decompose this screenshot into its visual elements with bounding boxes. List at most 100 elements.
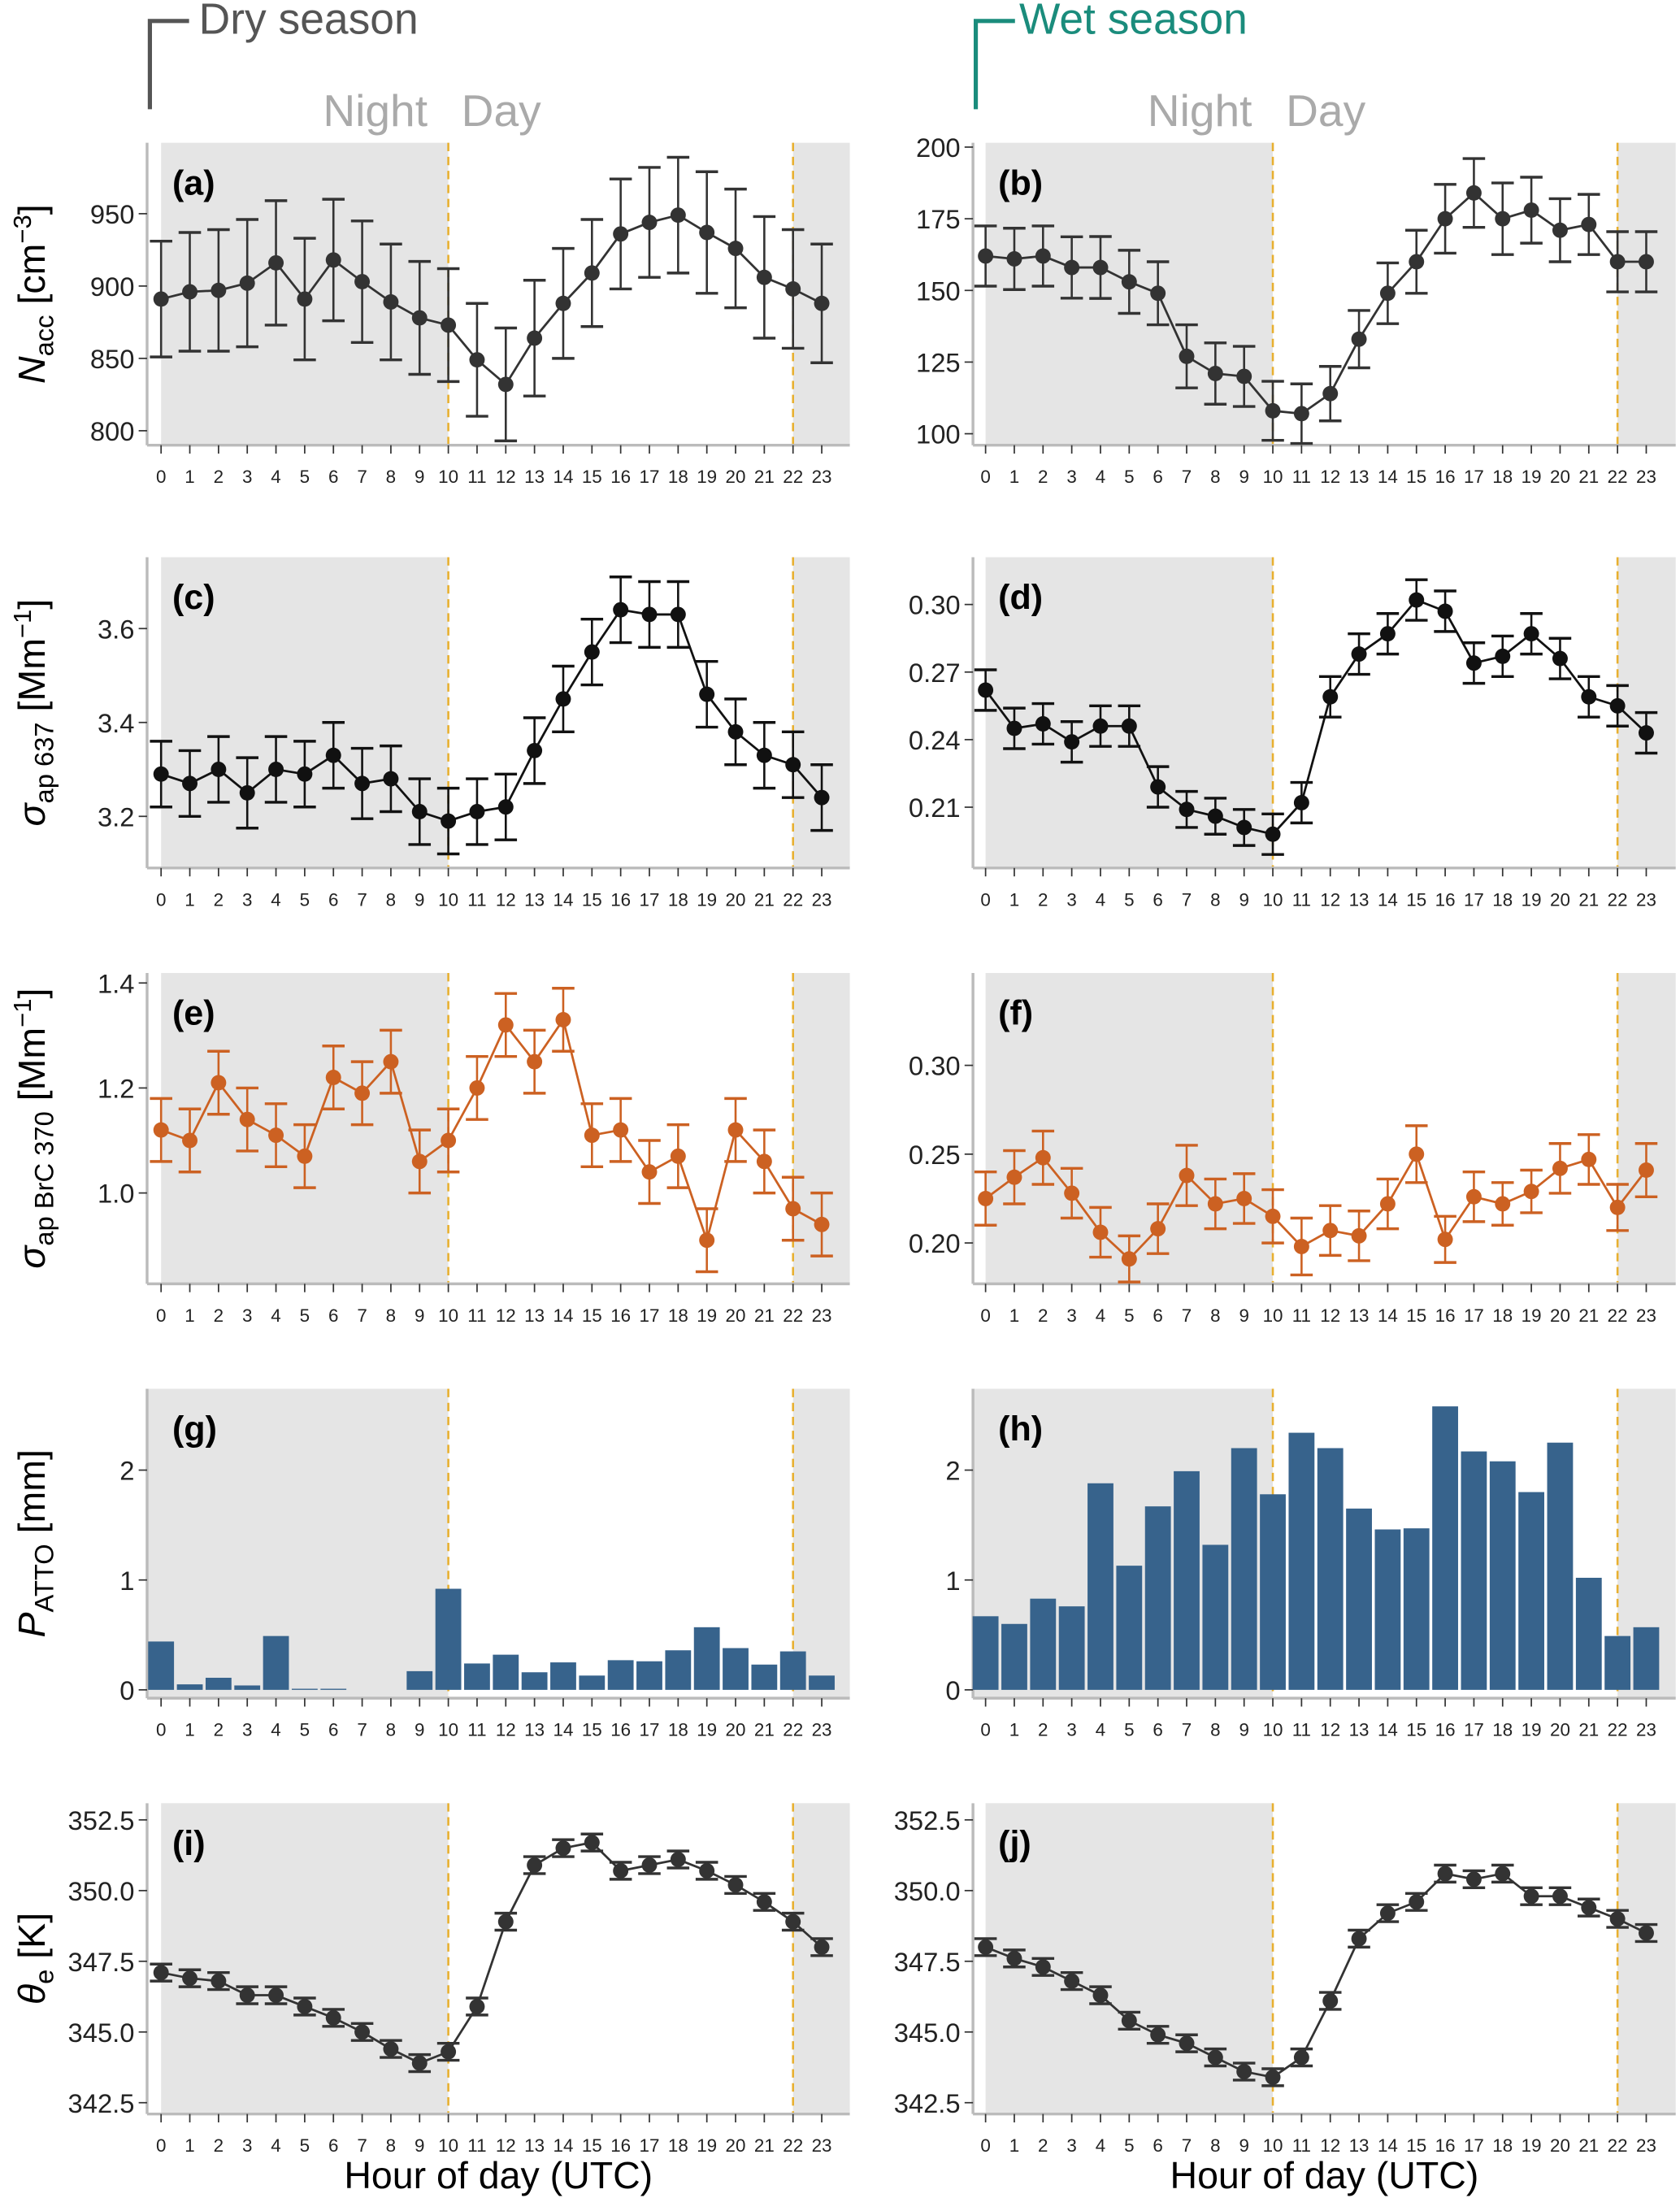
- x-tick-label: 23: [812, 889, 832, 910]
- x-tick-label: 19: [697, 889, 717, 910]
- x-tick-label: 4: [1096, 2135, 1105, 2156]
- y-tick-label: 150: [916, 276, 961, 306]
- night-label-wet: Night: [1148, 85, 1252, 136]
- data-point-hour-18: [1495, 1196, 1511, 1212]
- data-point-hour-3: [239, 1111, 255, 1127]
- x-tick-label: 17: [1464, 889, 1484, 910]
- x-tick-label: 20: [726, 1720, 746, 1740]
- data-point-hour-11: [1293, 795, 1309, 810]
- data-point-hour-14: [555, 1840, 571, 1857]
- bar-hour-13: [521, 1672, 548, 1690]
- data-point-hour-8: [383, 2041, 399, 2057]
- data-point-hour-14: [555, 1012, 571, 1027]
- x-tick-label: 4: [1096, 1305, 1105, 1326]
- y-label-subscript: ap BrC 370: [29, 1111, 59, 1246]
- x-tick-label: 10: [1263, 1720, 1283, 1740]
- y-label-superscript: −3: [8, 215, 37, 243]
- y-tick-label: 2: [945, 1456, 960, 1486]
- data-point-hour-18: [670, 1148, 686, 1164]
- data-point-hour-22: [785, 1201, 801, 1217]
- day-label-wet: Day: [1286, 85, 1365, 136]
- x-tick-label: 6: [1153, 1305, 1162, 1326]
- data-point-hour-10: [1265, 1208, 1281, 1224]
- x-tick-label: 17: [640, 1720, 660, 1740]
- data-point-hour-16: [613, 226, 629, 242]
- data-point-hour-3: [239, 1987, 255, 2004]
- data-point-hour-19: [699, 224, 715, 241]
- data-point-hour-17: [641, 606, 658, 623]
- bar-hour-22: [1604, 1635, 1631, 1690]
- x-tick-label: 2: [214, 889, 224, 910]
- panel-label: (j): [998, 1824, 1031, 1863]
- data-point-hour-12: [497, 1913, 514, 1930]
- bar-hour-6: [320, 1688, 347, 1690]
- y-label-unit: [cm: [11, 244, 53, 315]
- bar-hour-23: [809, 1675, 835, 1690]
- data-point-hour-20: [727, 1877, 744, 1893]
- panel-label: (h): [998, 1410, 1043, 1449]
- x-tick-label: 21: [754, 889, 775, 910]
- data-point-hour-1: [182, 1970, 198, 1987]
- x-tick-label: 6: [1153, 2135, 1162, 2156]
- data-point-hour-6: [325, 252, 341, 268]
- y-tick-label: 800: [90, 416, 135, 446]
- x-tick-label: 22: [1608, 1720, 1628, 1740]
- x-tick-label: 21: [754, 1305, 775, 1326]
- data-point-hour-7: [354, 775, 371, 792]
- y-tick-label: 350.0: [894, 1876, 961, 1906]
- x-tick-label: 23: [1636, 1720, 1656, 1740]
- data-point-hour-9: [1236, 1190, 1252, 1206]
- x-tick-label: 21: [1578, 2135, 1599, 2156]
- x-tick-label: 0: [156, 1305, 166, 1326]
- y-axis-label: σap 637 [Mm−1]: [8, 599, 59, 827]
- x-tick-label: 19: [1522, 1305, 1542, 1326]
- y-tick-label: 352.5: [68, 1805, 135, 1835]
- data-point-hour-4: [1092, 718, 1109, 734]
- data-point-hour-8: [383, 293, 399, 310]
- x-tick-label: 15: [1406, 889, 1426, 910]
- x-tick-label: 3: [1066, 1720, 1076, 1740]
- data-point-hour-13: [527, 742, 543, 758]
- night-label-dry: Night: [323, 85, 428, 136]
- data-point-hour-12: [1322, 1993, 1339, 2009]
- x-tick-label: 16: [610, 889, 631, 910]
- x-tick-label: 4: [271, 889, 280, 910]
- data-point-hour-0: [978, 248, 994, 264]
- panel-j: 0 1 2 3 4 5 6 7 8 9 10 11 12 13 14 15 16 17 18 19 20 21 22 2334…: [894, 1803, 1676, 2156]
- x-tick-label: 7: [357, 1305, 367, 1326]
- x-tick-label: 7: [357, 2135, 367, 2156]
- x-tick-label: 20: [726, 467, 746, 487]
- data-point-hour-2: [1035, 1149, 1051, 1166]
- y-tick-label: 1.4: [98, 968, 134, 998]
- y-tick-label: 3.4: [98, 708, 134, 738]
- x-tick-label: 4: [1096, 1720, 1105, 1740]
- x-tick-label: 8: [1210, 889, 1220, 910]
- bar-hour-11: [464, 1663, 490, 1690]
- y-tick-label: 0.27: [909, 658, 961, 688]
- panel-label: (f): [998, 994, 1033, 1033]
- y-axis-label: θe [K]: [11, 1913, 59, 2005]
- data-point-hour-11: [469, 1998, 485, 2014]
- data-point-hour-2: [1035, 1959, 1051, 1975]
- x-tick-label: 16: [1435, 2135, 1456, 2156]
- bar-hour-1: [1001, 1623, 1027, 1690]
- data-point-hour-22: [1609, 697, 1626, 714]
- y-tick-label: 0: [945, 1675, 960, 1705]
- bar-hour-14: [550, 1662, 576, 1690]
- x-tick-label: 11: [467, 889, 486, 910]
- data-point-hour-21: [1581, 1151, 1597, 1167]
- y-tick-label: 0.21: [909, 793, 961, 823]
- data-point-hour-13: [1351, 331, 1367, 347]
- data-point-hour-1: [182, 1132, 198, 1149]
- y-tick-label: 1.2: [98, 1073, 134, 1103]
- x-tick-label: 15: [1406, 1720, 1426, 1740]
- x-tick-label: 9: [415, 1305, 424, 1326]
- data-point-hour-5: [1121, 718, 1137, 734]
- panel-label: (g): [172, 1410, 217, 1449]
- x-tick-label: 1: [184, 2135, 194, 2156]
- bar-hour-2: [1030, 1598, 1057, 1690]
- y-axis-label: σap BrC 370 [Mm−1]: [8, 988, 59, 1269]
- bar-hour-19: [693, 1627, 720, 1690]
- data-point-hour-18: [1495, 648, 1511, 664]
- data-point-hour-17: [1465, 185, 1482, 201]
